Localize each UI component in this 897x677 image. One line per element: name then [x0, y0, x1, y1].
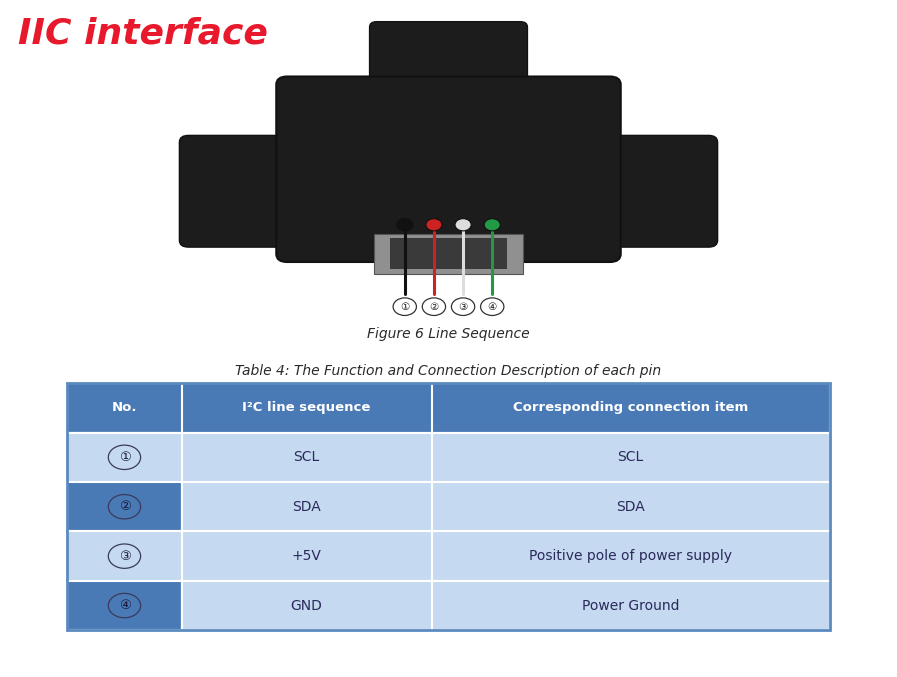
FancyBboxPatch shape [390, 238, 507, 269]
Circle shape [451, 298, 475, 315]
FancyBboxPatch shape [67, 482, 830, 531]
Text: I²C line sequence: I²C line sequence [242, 401, 370, 414]
Circle shape [109, 544, 141, 569]
Circle shape [481, 298, 504, 315]
FancyBboxPatch shape [276, 77, 621, 262]
Text: SCL: SCL [293, 450, 319, 464]
Circle shape [422, 298, 446, 315]
FancyBboxPatch shape [181, 482, 830, 531]
Circle shape [426, 219, 442, 231]
Text: ①: ① [400, 302, 409, 311]
Text: +5V: +5V [292, 549, 321, 563]
FancyBboxPatch shape [374, 234, 523, 274]
FancyBboxPatch shape [67, 581, 181, 630]
FancyBboxPatch shape [67, 433, 830, 482]
Text: SDA: SDA [292, 500, 321, 514]
Circle shape [396, 219, 413, 231]
Text: ③: ③ [118, 550, 130, 563]
Circle shape [455, 219, 471, 231]
Text: ②: ② [118, 500, 130, 513]
Circle shape [109, 495, 141, 519]
FancyBboxPatch shape [179, 135, 314, 247]
FancyBboxPatch shape [583, 135, 718, 247]
Text: ④: ④ [118, 599, 130, 612]
Text: No.: No. [112, 401, 137, 414]
Text: Table 4: The Function and Connection Description of each pin: Table 4: The Function and Connection Des… [235, 364, 662, 378]
Circle shape [393, 298, 416, 315]
Text: ②: ② [430, 302, 439, 311]
Text: SDA: SDA [616, 500, 645, 514]
Text: Corresponding connection item: Corresponding connection item [513, 401, 748, 414]
FancyBboxPatch shape [67, 383, 830, 433]
FancyBboxPatch shape [67, 482, 181, 531]
Text: IIC interface: IIC interface [18, 17, 268, 51]
Text: Positive pole of power supply: Positive pole of power supply [529, 549, 732, 563]
Text: Figure 6 Line Sequence: Figure 6 Line Sequence [367, 327, 530, 341]
FancyBboxPatch shape [67, 531, 181, 581]
Text: GND: GND [291, 598, 323, 613]
Text: ①: ① [118, 451, 130, 464]
FancyBboxPatch shape [370, 22, 527, 110]
Text: ③: ③ [458, 302, 467, 311]
Text: ④: ④ [488, 302, 497, 311]
Text: SCL: SCL [617, 450, 644, 464]
FancyBboxPatch shape [181, 581, 830, 630]
Circle shape [109, 593, 141, 618]
FancyBboxPatch shape [67, 581, 830, 630]
FancyBboxPatch shape [67, 531, 830, 581]
FancyBboxPatch shape [67, 433, 181, 482]
Text: Power Ground: Power Ground [582, 598, 679, 613]
Circle shape [109, 445, 141, 470]
Circle shape [484, 219, 501, 231]
